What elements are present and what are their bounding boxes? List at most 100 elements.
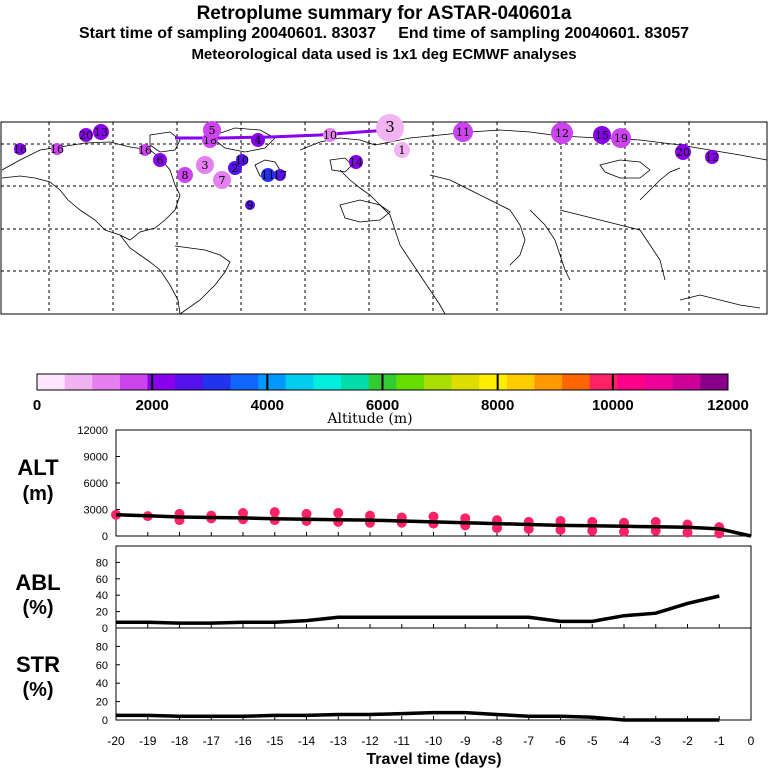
altitude-cluster-point [365,510,375,521]
colorbar-swatch [175,374,204,390]
plume-cluster-label: 16 [50,143,64,156]
plume-cluster-label: 4 [255,134,262,147]
y-tick-label: 6000 [84,478,108,490]
altitude-cluster-point [555,524,566,535]
plume-cluster-label: 16 [13,143,27,156]
altitude-cluster-point [523,523,534,534]
y-tick-label: 80 [96,557,108,569]
colorbar-swatch [313,374,342,390]
y-tick-label: 9000 [84,452,108,464]
panel-unit: (%) [22,597,53,619]
plume-cluster-marker [79,128,93,142]
altitude-cluster-point [333,508,344,519]
plume-cluster-label: 12 [555,127,569,140]
x-tick-label: -1 [714,734,725,748]
plume-cluster-label: 3 [385,118,395,136]
y-tick-label: 80 [96,641,108,653]
plume-cluster-label: 10 [323,129,337,142]
plume-cluster-marker [611,128,631,148]
colorbar-tick-label: 2000 [135,397,168,414]
panel-unit: (m) [22,483,53,505]
plume-cluster-marker [705,150,719,164]
chart-title: Retroplume summary for ASTAR-040601a [196,3,572,24]
panel-label: ALT [17,455,59,480]
plume-cluster-label: 6 [157,154,164,167]
plume-cluster-label: 9 [247,199,254,212]
panel-unit: (%) [22,679,53,701]
plume-cluster-marker [394,142,410,158]
x-tick-label: -5 [587,734,598,748]
plume-cluster-marker [14,143,26,155]
panel-label: ABL [15,570,60,595]
y-tick-label: 12000 [77,425,108,437]
x-tick-label: -14 [298,734,316,748]
plume-cluster-marker [213,171,231,189]
x-tick-label: -15 [266,734,284,748]
plume-cluster-label: 16 [138,144,152,157]
plume-cluster-label: 15 [595,129,609,142]
colorbar-swatch [285,374,314,390]
x-tick-label: -7 [523,734,534,748]
plume-cluster-label: 11 [261,169,275,182]
colorbar-swatch [258,374,287,390]
x-tick-label: -19 [139,734,157,748]
x-tick-label: -4 [619,734,630,748]
colorbar-swatch [617,374,646,390]
altitude-cluster-point [650,516,661,527]
series-line-str [116,710,720,722]
altitude-colorbar: 0 2000 4000 6000 8000 10000 12000 Altitude (m) [33,373,749,427]
plume-cluster-marker [203,121,221,139]
plume-cluster-label: 3 [202,159,209,172]
colorbar-tick-label: 10000 [592,397,634,414]
plume-cluster-marker [551,122,573,144]
colorbar-swatch [64,374,93,390]
map-frame [0,121,768,315]
altitude-cluster-point [301,508,312,519]
colorbar-swatch [396,374,425,390]
colorbar-tick-label: 4000 [251,397,284,414]
x-tick-label: -10 [425,734,443,748]
plume-cluster-marker [139,144,151,156]
colorbar-label: Altitude (m) [326,411,412,427]
altitude-cluster-point [492,523,502,534]
plume-cluster-marker [675,144,691,160]
map-coastlines [1,127,768,315]
x-tick-label: -3 [650,734,661,748]
colorbar-swatch [506,374,536,390]
panel-alt: 12000 9000 6000 3000 0 ALT (m) [17,425,752,543]
x-tick-label: -6 [555,734,566,748]
colorbar-swatch [423,374,453,390]
plume-cluster-label: 20 [79,129,93,142]
y-tick-label: 0 [102,623,108,635]
colorbar-swatch [119,374,149,390]
plume-cluster-label: 7 [219,174,226,187]
y-tick-label: 0 [102,531,108,543]
chart-subtitle-met: Meteorological data used is 1x1 deg ECMW… [191,46,577,63]
plume-cluster-label: 17 [273,169,287,182]
panel-label: STR [16,652,60,677]
colorbar-tick-label: 12000 [707,397,749,414]
panel-frame [115,627,752,721]
series-line-alt [115,513,752,538]
x-tick-label: -9 [460,734,471,748]
panel-str: 80 60 40 20 0 STR(%) [16,627,752,727]
colorbar-swatch [92,374,121,390]
altitude-cluster-point [587,525,598,536]
x-tick-label: -18 [171,734,189,748]
x-axis-label: Travel time (days) [366,751,501,768]
x-tick-label: -2 [682,734,693,748]
colorbar-swatch [147,374,176,390]
colorbar-swatch [341,374,370,390]
plume-cluster-label: 8 [182,169,189,182]
plume-cluster-label: 11 [456,126,470,139]
altitude-cluster-point [428,511,439,522]
colorbar-swatch [230,374,259,390]
plume-cluster-label: 5 [209,124,216,137]
y-tick-label: 40 [96,590,108,602]
plume-cluster-marker [93,124,109,140]
altitude-cluster-point [619,526,629,537]
x-tick-label: 0 [748,734,755,748]
altitude-cluster-point [555,515,566,526]
